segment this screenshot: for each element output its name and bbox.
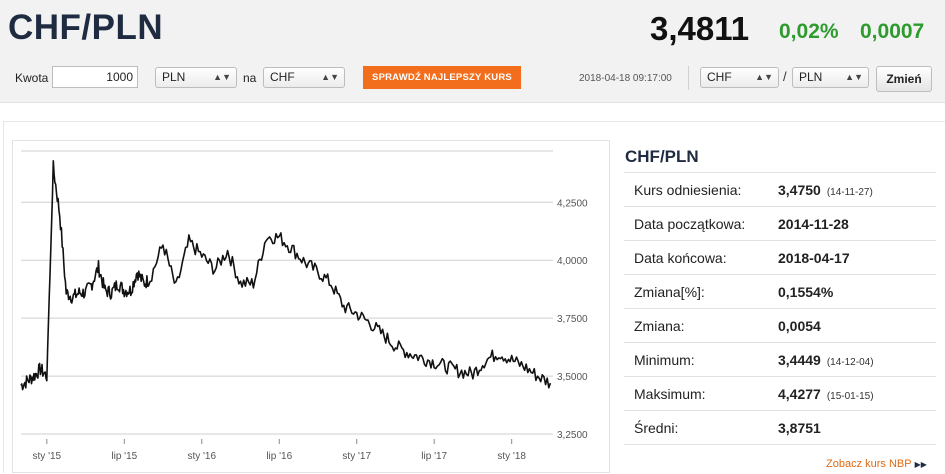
pair-quote-select[interactable]: PLN ▲▼ [792, 67, 869, 88]
rate-chart[interactable]: 3,2500 3,5000 3,7500 4,0000 4,2500 sty '15 lip… [12, 140, 610, 473]
info-row-value-cell: 3,8751 [778, 410, 936, 445]
chart-svg: 3,2500 3,5000 3,7500 4,0000 4,2500 sty '15 lip… [20, 150, 588, 462]
info-row-label: Data końcowa: [624, 240, 778, 275]
to-currency-value: CHF [270, 70, 295, 84]
info-row: Kurs odniesienia: 3,4750 (14-11-27) [624, 172, 936, 207]
nbp-rate-link[interactable]: Zobacz kurs NBP ▶▶ [826, 458, 927, 470]
info-row-value-cell: 3,4449 (14-12-04) [778, 342, 936, 377]
swap-pair-button[interactable]: Zmień [876, 66, 932, 92]
info-row-value: 3,4449 [778, 351, 821, 368]
x-tick-label: lip '15 [111, 451, 137, 462]
info-row-value: 2018-04-17 [778, 249, 850, 266]
info-row-value-cell: 2014-11-28 [778, 206, 936, 241]
double-arrow-right-icon: ▶▶ [914, 460, 927, 469]
x-tick-label: lip '16 [266, 451, 292, 462]
y-tick-label: 3,2500 [557, 430, 588, 441]
info-title: CHF/PLN [625, 147, 699, 166]
x-tick-label: sty '16 [187, 451, 216, 462]
info-row-value: 2014-11-28 [778, 215, 849, 232]
info-row: Maksimum: 4,4277 (15-01-15) [624, 376, 936, 411]
to-currency-select[interactable]: CHF ▲▼ [263, 67, 345, 88]
info-row: Minimum: 3,4449 (14-12-04) [624, 342, 936, 377]
info-row-value-cell: 2018-04-17 [778, 240, 936, 275]
info-row-value-cell: 0,0054 [778, 308, 936, 343]
select-arrows-icon: ▲▼ [755, 72, 773, 82]
info-row-value: 3,8751 [778, 419, 821, 436]
amount-label: Kwota [15, 71, 49, 85]
info-row-label: Zmiana: [624, 308, 778, 343]
info-row-label: Średni: [624, 410, 778, 445]
info-table: Kurs odniesienia: 3,4750 (14-11-27) Data po… [624, 172, 936, 445]
pair-quote-value: PLN [799, 70, 823, 84]
x-tick-label: lip '17 [421, 451, 447, 462]
x-tick-label: sty '15 [33, 451, 62, 462]
info-row-label: Minimum: [624, 342, 778, 377]
select-arrows-icon: ▲▼ [845, 72, 863, 82]
from-currency-value: PLN [162, 70, 186, 84]
series-line [20, 160, 552, 391]
info-row-label: Kurs odniesienia: [624, 172, 778, 207]
y-tick-label: 3,5000 [557, 372, 588, 383]
info-row: Zmiana: 0,0054 [624, 308, 936, 343]
current-rate: 3,4811 [650, 10, 750, 47]
pair-base-value: CHF [707, 70, 732, 84]
change-percent: 0,02% [779, 20, 839, 43]
amount-input[interactable]: 1000 [52, 66, 138, 88]
info-row-value: 0,1554% [778, 283, 834, 300]
info-row-label: Maksimum: [624, 376, 778, 411]
info-row: Średni: 3,8751 [624, 410, 936, 445]
y-tick-label: 4,2500 [557, 198, 588, 209]
page-title: CHF/PLN [8, 8, 164, 47]
info-row-value: 0,0054 [778, 317, 821, 334]
rate-timestamp: 2018-04-18 09:17:00 [579, 73, 672, 84]
y-tick-label: 4,0000 [557, 256, 588, 267]
info-row: Data początkowa: 2014-11-28 [624, 206, 936, 241]
nbp-link-label: Zobacz kurs NBP [826, 458, 912, 470]
info-row-date: (14-11-27) [826, 186, 873, 198]
x-tick-label: sty '17 [342, 451, 371, 462]
info-row: Zmiana[%]: 0,1554% [624, 274, 936, 309]
x-tick-label: sty '18 [497, 451, 526, 462]
to-label: na [243, 71, 257, 85]
info-row-label: Data początkowa: [624, 206, 778, 241]
select-arrows-icon: ▲▼ [213, 72, 231, 82]
info-row-date: (14-12-04) [826, 356, 874, 368]
change-absolute: 0,0007 [860, 20, 925, 43]
info-row-value-cell: 3,4750 (14-11-27) [778, 172, 936, 207]
info-row-value-cell: 0,1554% [778, 274, 936, 309]
info-row-date: (15-01-15) [826, 390, 874, 402]
info-row-value-cell: 4,4277 (15-01-15) [778, 376, 936, 411]
info-row-value: 4,4277 [778, 385, 821, 402]
select-arrows-icon: ▲▼ [321, 72, 339, 82]
from-currency-select[interactable]: PLN ▲▼ [155, 67, 237, 88]
y-tick-label: 3,7500 [557, 314, 588, 325]
info-row: Data końcowa: 2018-04-17 [624, 240, 936, 275]
toolbar-divider [688, 66, 689, 90]
info-row-value: 3,4750 [778, 181, 821, 198]
info-row-label: Zmiana[%]: [624, 274, 778, 309]
pair-base-select[interactable]: CHF ▲▼ [700, 67, 779, 88]
pair-separator: / [783, 69, 787, 84]
best-rate-button[interactable]: SPRAWDŹ NAJLEPSZY KURS [363, 66, 521, 89]
